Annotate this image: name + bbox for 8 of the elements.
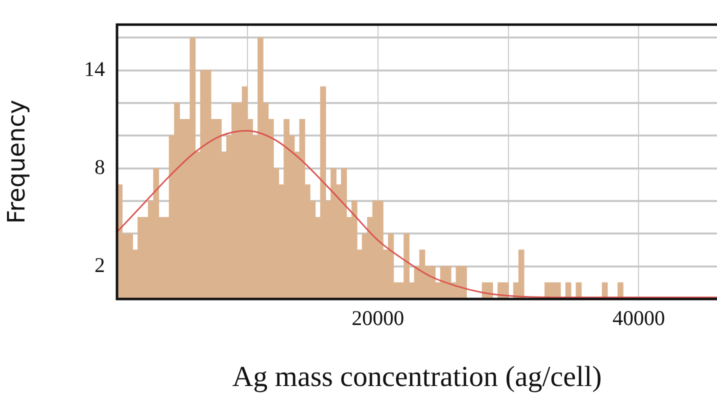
y-tick-label: 8 bbox=[94, 154, 105, 179]
y-tick-label: 2 bbox=[94, 252, 105, 277]
line-series bbox=[117, 130, 717, 298]
y-axis-title: Frequency bbox=[2, 100, 31, 224]
y-tick-label: 14 bbox=[84, 56, 106, 81]
x-tick-label: 40000 bbox=[612, 306, 665, 330]
x-tick-label: 20000 bbox=[352, 306, 404, 330]
x-axis-title: Ag mass concentration (ag/cell) bbox=[232, 361, 602, 394]
